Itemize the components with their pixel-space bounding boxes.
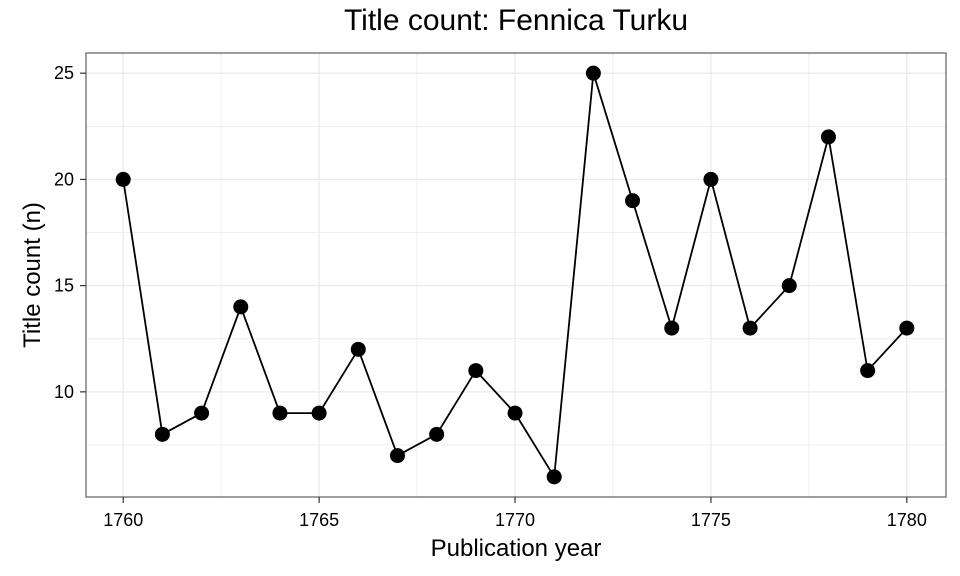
x-tick-label: 1765 — [299, 510, 339, 530]
data-point — [468, 363, 484, 379]
data-point — [664, 320, 680, 336]
y-axis-title: Title count (n) — [19, 202, 46, 348]
grid-lines — [86, 53, 946, 497]
data-point — [742, 320, 758, 336]
data-point — [311, 405, 327, 421]
data-point — [860, 363, 876, 379]
y-axis-ticks: 10 15 20 25 — [54, 63, 86, 402]
data-point — [154, 426, 170, 442]
data-point — [820, 129, 836, 145]
x-axis-ticks: 1760 1765 1770 1775 1780 — [103, 497, 927, 530]
y-tick-label: 15 — [54, 276, 74, 296]
data-point — [507, 405, 523, 421]
data-point — [389, 448, 405, 464]
plot-panel — [85, 52, 947, 498]
data-point — [429, 426, 445, 442]
data-point — [585, 65, 601, 81]
data-points — [115, 65, 915, 485]
data-point — [272, 405, 288, 421]
x-tick-label: 1760 — [103, 510, 143, 530]
data-point — [350, 341, 366, 357]
data-point — [194, 405, 210, 421]
data-point — [899, 320, 915, 336]
y-tick-label: 10 — [54, 382, 74, 402]
data-point — [781, 278, 797, 294]
y-tick-label: 20 — [54, 169, 74, 189]
x-tick-label: 1770 — [495, 510, 535, 530]
chart-title: Title count: Fennica Turku — [343, 4, 689, 37]
data-point — [703, 171, 719, 187]
y-tick-label: 25 — [54, 63, 74, 83]
data-point — [625, 193, 641, 209]
x-tick-label: 1775 — [691, 510, 731, 530]
x-axis-title: Publication year — [431, 535, 602, 562]
data-point — [546, 469, 562, 485]
x-tick-label: 1780 — [887, 510, 927, 530]
data-point — [233, 299, 249, 315]
data-point — [115, 171, 131, 187]
